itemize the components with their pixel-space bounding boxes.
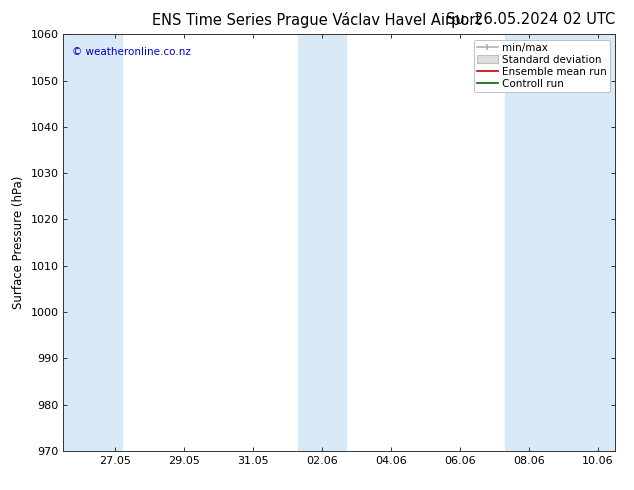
- Bar: [298, 34, 346, 451]
- Bar: [63, 34, 122, 451]
- Text: © weatheronline.co.nz: © weatheronline.co.nz: [72, 47, 191, 57]
- Text: Su. 26.05.2024 02 UTC: Su. 26.05.2024 02 UTC: [446, 12, 615, 27]
- Text: ENS Time Series Prague Václav Havel Airport: ENS Time Series Prague Václav Havel Airp…: [152, 12, 482, 28]
- Legend: min/max, Standard deviation, Ensemble mean run, Controll run: min/max, Standard deviation, Ensemble me…: [474, 40, 610, 92]
- Bar: [505, 34, 615, 451]
- Y-axis label: Surface Pressure (hPa): Surface Pressure (hPa): [12, 176, 25, 309]
